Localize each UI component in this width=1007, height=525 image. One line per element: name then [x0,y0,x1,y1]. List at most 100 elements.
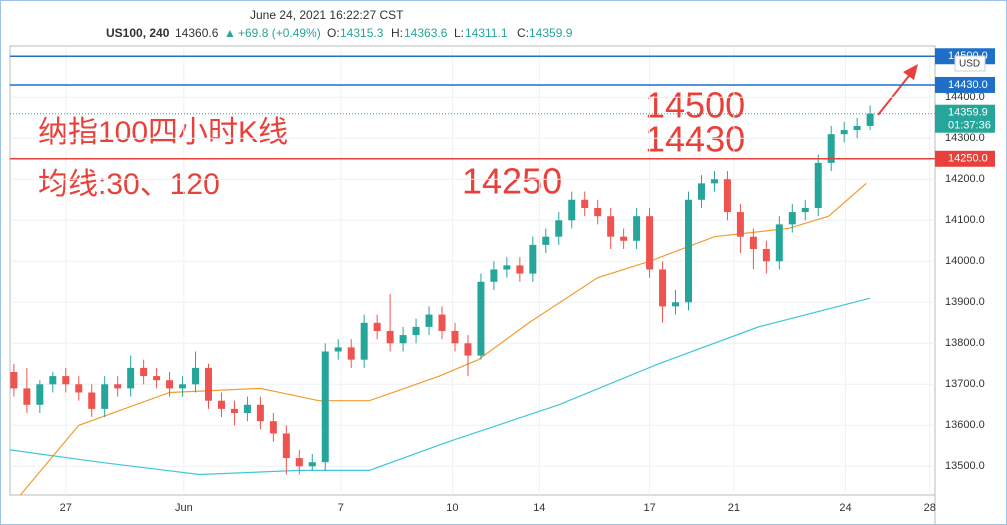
x-tick-label: Jun [175,502,193,514]
candle-body [723,179,731,213]
candle-body [256,404,264,422]
y-tick-label: 13900.0 [945,296,985,308]
candle-body [347,347,355,360]
candle-body [646,216,654,270]
candle-body [581,199,589,208]
candle-body [516,265,524,274]
c-label: C: [517,26,529,40]
candle-body [762,248,770,262]
candle-body [399,335,407,344]
candle-body [840,130,848,135]
y-tick-label: 14000.0 [945,255,985,267]
o-label: O: [327,26,340,40]
candle-body [295,458,303,467]
level-tag [935,150,995,167]
x-tick-label: 14 [533,502,545,514]
candle-body [49,376,57,385]
level-tag [935,76,995,93]
candle-body [179,384,187,389]
candle-body [217,400,225,409]
candle-body [710,179,718,184]
candle-body [594,207,602,217]
candle-body [140,367,148,377]
y-tick-label: 14300.0 [945,132,985,144]
annotation: 纳指100四小时K线 [38,116,288,149]
candle-body [659,269,667,307]
datetime: June 24, 2021 16:22:27 CST [250,8,404,22]
h-value: 14363.6 [404,26,448,40]
annotation: 14250 [462,161,562,202]
annotation: 14430 [645,119,745,160]
candle-body [412,326,420,336]
candle-body [425,314,433,327]
candle-body [308,462,316,467]
candle-body [555,220,563,237]
candle-body [269,421,277,434]
candle-body [114,384,122,389]
y-tick-label: 14200.0 [945,173,985,185]
candle-body [490,269,498,282]
candle-body [192,367,200,385]
y-tick-label: 13600.0 [945,419,985,431]
candle-body [386,330,394,344]
arrow-head [903,64,918,80]
candle-body [451,330,459,344]
moving-average [9,297,871,476]
candle-body [503,265,511,270]
candle-body [788,212,796,225]
c-value: 14359.9 [529,26,573,40]
candle-body [736,212,744,237]
candle-body [801,207,809,213]
annotation: 均线:30、120 [38,168,220,201]
candle-body [230,408,238,413]
h-label: H: [391,26,403,40]
annotation: 14500 [645,85,745,126]
last: 14360.6 [175,26,219,40]
current-label: 14359.9 [948,107,988,119]
x-tick-label: 21 [728,502,740,514]
candle-body [75,384,83,393]
candle-body [23,388,31,405]
current-tag [935,104,995,133]
candle-body [542,236,550,245]
candle-body [127,367,135,389]
candle-body [153,376,161,381]
candle-body [749,236,757,249]
change: +69.8 (+0.49%) [238,26,321,40]
o-value: 14315.3 [340,26,384,40]
x-tick-label: 27 [60,502,72,514]
candle-body [243,404,251,413]
candle-body [373,322,381,331]
y-tick-label: 13700.0 [945,378,985,390]
x-tick-label: 7 [338,502,344,514]
candle-body [464,343,472,356]
candle-body [438,314,446,331]
currency-box [954,55,986,72]
l-value: 14311.1 [465,26,508,40]
arrow: ▲ [224,26,236,40]
y-tick-label: 13500.0 [945,460,985,472]
candle-body [282,433,290,459]
candle-body [10,371,18,389]
candle-body [62,376,70,385]
candle-body [633,216,641,241]
candle-body [866,113,874,126]
countdown: 01:37:36 [948,120,991,132]
level-label: 14250.0 [948,153,988,165]
candle-body [334,347,342,352]
candle-body [685,199,693,303]
y-tick-label: 14400.0 [945,91,985,103]
candle-body [204,367,212,401]
candle-body [697,183,705,200]
moving-average [19,182,867,496]
y-tick-label: 13800.0 [945,337,985,349]
arrow-line [877,71,913,116]
candle-body [101,384,109,409]
x-tick-label: 10 [446,502,458,514]
level-label: 14430.0 [948,79,988,91]
candle-body [607,216,615,237]
candle-body [568,199,576,221]
candle-body [672,302,680,307]
